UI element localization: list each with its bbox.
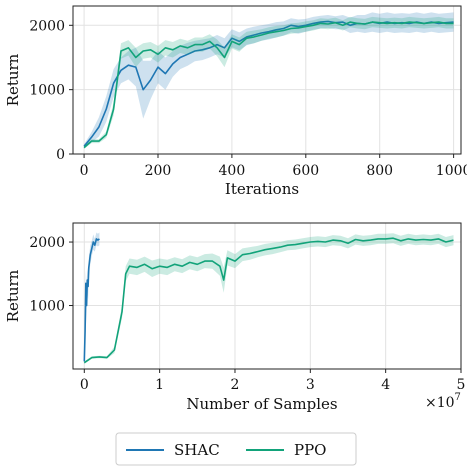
y-tick-label: 1000 <box>29 83 65 99</box>
y-tick-label: 1000 <box>29 299 65 315</box>
x-tick-label: 400 <box>219 163 246 179</box>
x-tick-label: 4 <box>381 377 390 393</box>
x-axis-label: Iterations <box>225 180 299 198</box>
plot-frame <box>72 5 462 155</box>
legend-box <box>115 432 357 466</box>
x-axis-multiplier-exponent: 7 <box>455 392 461 403</box>
x-axis-label: Number of Samples <box>186 395 337 413</box>
plot-frame <box>72 222 462 370</box>
iterations-plot: 0 200 400 600 800 1000 0 1000 2000 Iterations Retu… <box>4 5 467 198</box>
y-axis-label: Return <box>4 53 22 106</box>
series-band-shac <box>84 12 454 149</box>
x-tick-label: 200 <box>145 163 172 179</box>
y-axis-label: Return <box>4 269 22 322</box>
x-tick-label: 1000 <box>436 163 467 179</box>
y-tick-label: 0 <box>56 147 65 163</box>
x-tick-label: 600 <box>292 163 319 179</box>
series-band-ppo <box>84 16 454 149</box>
legend: SHAC PPO <box>115 432 357 466</box>
x-tick-label: 1 <box>155 377 164 393</box>
x-tick-label: 5 <box>457 377 466 393</box>
series-line-ppo <box>83 237 454 364</box>
x-tick-label: 0 <box>80 377 89 393</box>
series-line-ppo <box>83 21 454 149</box>
x-axis-multiplier-base: ×10 <box>425 395 455 411</box>
series-band-ppo <box>84 233 454 364</box>
legend-label-shac: SHAC <box>174 441 220 459</box>
y-tick-label: 2000 <box>29 235 65 251</box>
x-axis-multiplier: ×107 <box>425 392 461 411</box>
x-tick-label: 0 <box>80 163 89 179</box>
series-line-shac <box>83 238 100 362</box>
series-band-shac <box>84 232 100 364</box>
x-tick-label: 2 <box>231 377 240 393</box>
x-tick-label: 800 <box>366 163 393 179</box>
y-tick-label: 2000 <box>29 18 65 34</box>
legend-label-ppo: PPO <box>294 441 326 459</box>
x-tick-label: 3 <box>306 377 315 393</box>
samples-plot: 0 1 2 3 4 5 1000 2000 Number of Samples Return ×10… <box>4 222 466 413</box>
